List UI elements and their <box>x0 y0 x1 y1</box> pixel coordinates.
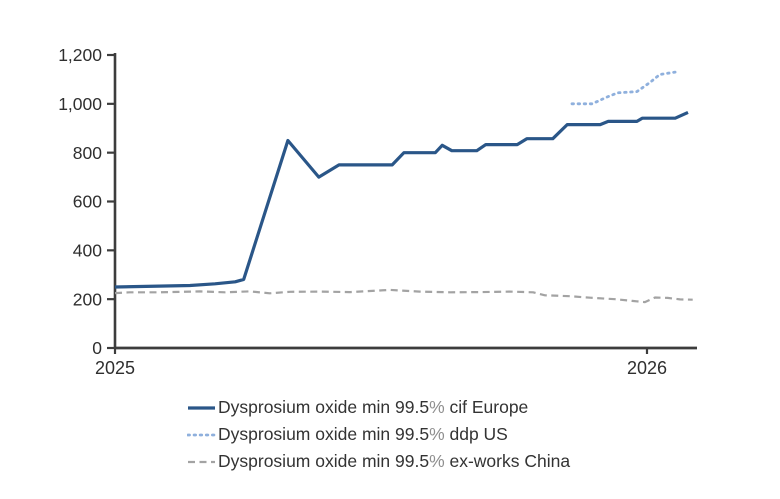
percent-glyph: % <box>429 397 445 417</box>
legend-label-ex-works-china: Dysprosium oxide min 99.5% ex-works Chin… <box>218 451 571 471</box>
x-axis-tick-label: 2025 <box>95 358 135 378</box>
legend-swatch-dotted-line <box>187 433 216 436</box>
percent-glyph: % <box>429 424 445 444</box>
y-axis-tick-label: 400 <box>73 240 102 260</box>
x-axis-tick-label: 2026 <box>627 358 667 378</box>
legend-item-ex-works-china: Dysprosium oxide min 99.5% ex-works Chin… <box>187 448 570 475</box>
legend-item-ddp-us: Dysprosium oxide min 99.5% ddp US <box>187 421 570 448</box>
legend: Dysprosium oxide min 99.5% cif Europe Dys… <box>187 394 570 475</box>
legend-swatch-solid-line <box>188 405 215 410</box>
percent-glyph: % <box>429 451 445 471</box>
y-axis-tick-label: 200 <box>73 289 102 309</box>
y-axis-tick-label: 1,000 <box>58 94 102 114</box>
legend-label-cif-europe: Dysprosium oxide min 99.5% cif Europe <box>218 397 529 417</box>
series-line-ddp-us <box>570 70 677 106</box>
series-line-cif-europe <box>114 110 689 289</box>
y-axis-tick-label: 0 <box>92 338 102 358</box>
series-line-ex-works-china <box>114 288 693 304</box>
y-axis-tick-label: 1,200 <box>58 45 102 65</box>
y-axis-tick-label: 600 <box>73 192 102 212</box>
legend-swatch-dashed-line <box>188 460 215 463</box>
legend-label-ddp-us: Dysprosium oxide min 99.5% ddp US <box>218 424 508 444</box>
legend-item-cif-europe: Dysprosium oxide min 99.5% cif Europe <box>187 394 570 421</box>
y-axis-tick-label: 800 <box>73 143 102 163</box>
